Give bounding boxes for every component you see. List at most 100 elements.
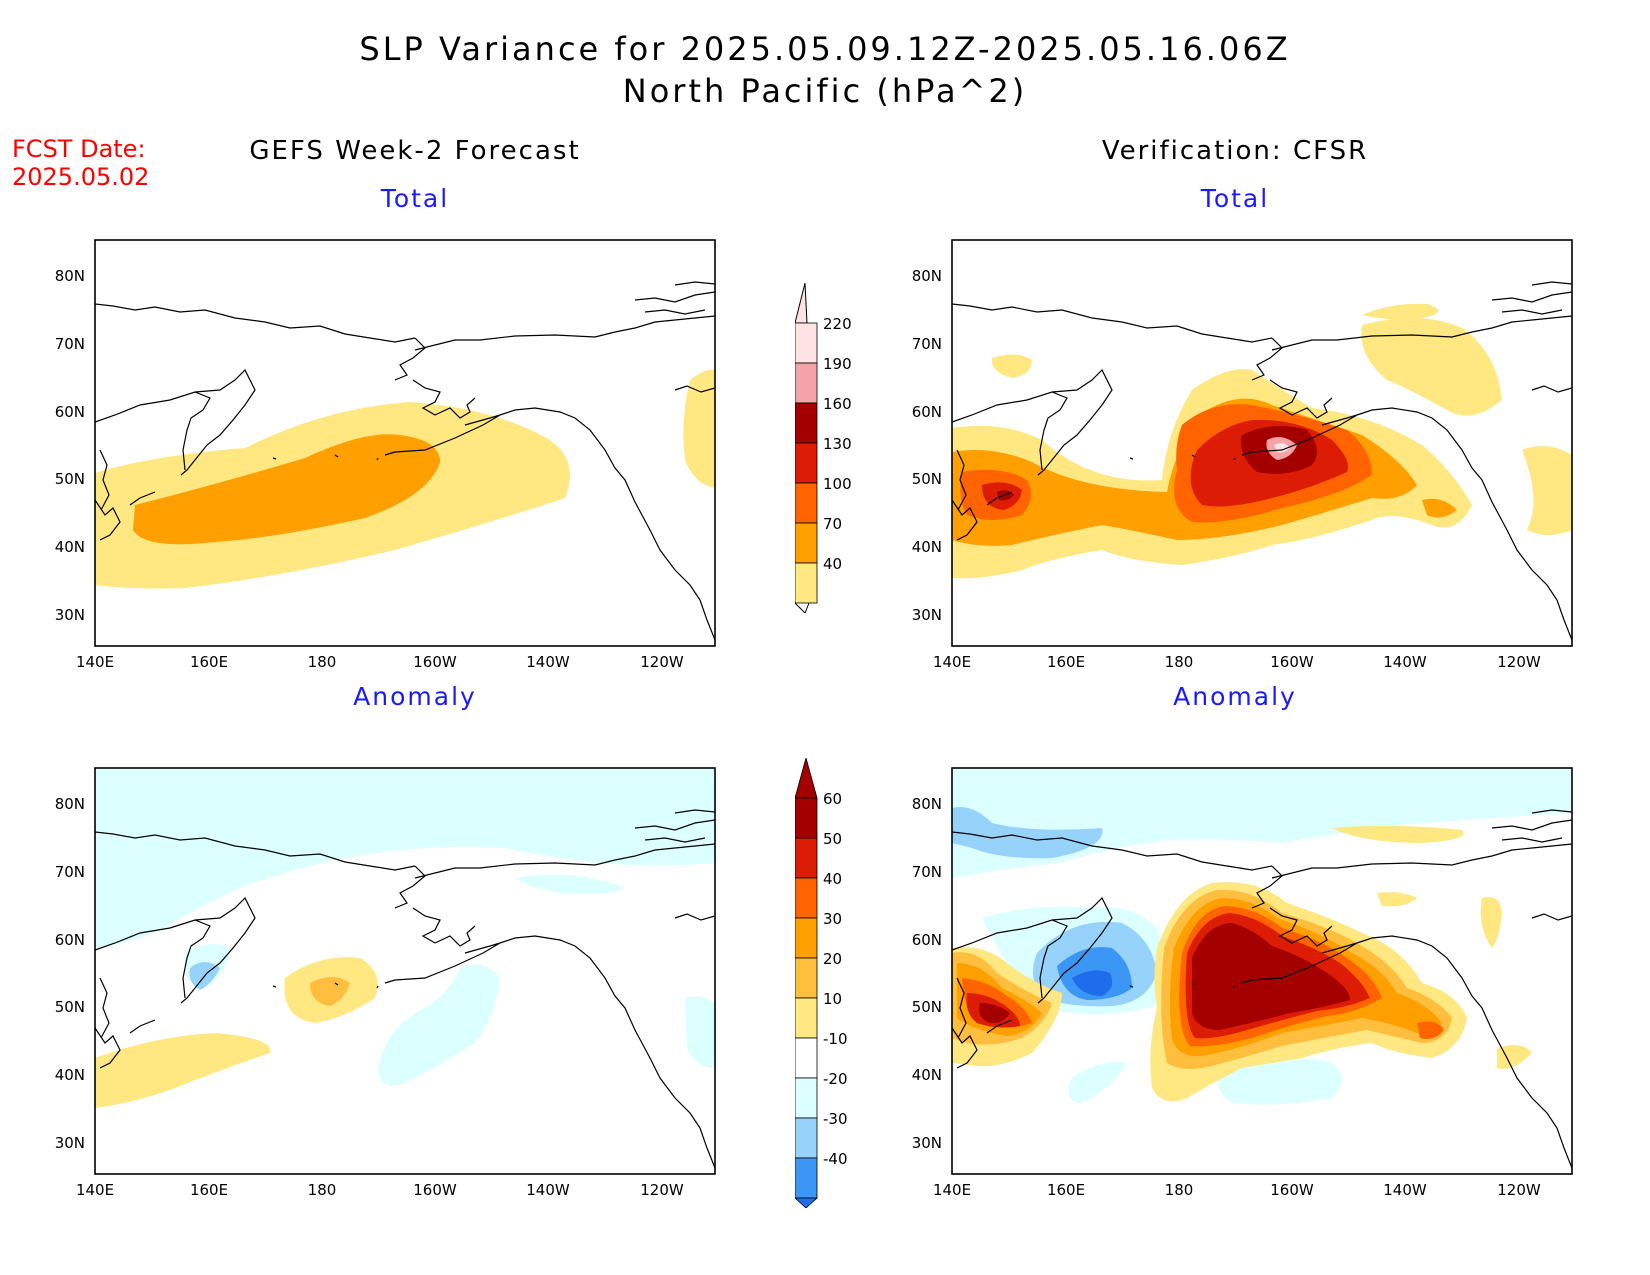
colorbar-swatch — [795, 997, 818, 1039]
forecast-total-map: 80N 70N 60N 50N 40N 30N 140E 160E 180 16… — [55, 239, 716, 670]
forecast-anomaly-map: 80N 70N 60N 50N 40N 30N 140E 160E 180 16… — [55, 767, 716, 1198]
lat-tick: 50N — [912, 470, 942, 488]
colorbar-label: -10 — [823, 1030, 848, 1048]
colorbar-swatch — [795, 917, 818, 959]
lat-tick: 40N — [912, 538, 942, 556]
lat-tick: 30N — [912, 606, 942, 624]
lat-tick: 30N — [912, 1134, 942, 1152]
colorbar-label: 190 — [823, 355, 852, 373]
colorbar-label: -30 — [823, 1110, 848, 1128]
colorbar-swatch — [795, 1077, 818, 1119]
lat-tick: 80N — [55, 795, 85, 813]
lat-tick: 30N — [55, 1134, 85, 1152]
right-column-heading: Verification: CFSR — [1101, 136, 1369, 166]
anomaly-colorbar: 60 50 40 30 20 10 -10 -20 -30 -40 — [795, 758, 848, 1208]
lat-tick: 40N — [912, 1066, 942, 1084]
colorbar-swatch — [795, 522, 818, 564]
total-colorbar: 220 190 160 130 100 70 40 — [795, 283, 852, 613]
lon-tick: 160W — [413, 1181, 457, 1198]
lon-axis: 140E 160E 180 160W 140W 120W — [76, 653, 684, 670]
lat-tick: 60N — [55, 403, 85, 421]
lat-axis: 80N 70N 60N 50N 40N 30N — [55, 795, 85, 1152]
colorbar-bottom-arrow — [795, 1197, 819, 1208]
lat-tick: 40N — [55, 1066, 85, 1084]
fcst-date-value: 2025.05.02 — [12, 163, 150, 191]
lon-axis: 140E 160E 180 160W 140W 120W — [933, 1181, 1541, 1198]
colorbar-label: 220 — [823, 315, 852, 333]
lat-tick: 70N — [55, 335, 85, 353]
lon-tick: 160W — [1270, 1181, 1314, 1198]
colorbar-label: 100 — [823, 475, 852, 493]
colorbar-label: -20 — [823, 1070, 848, 1088]
lat-axis: 80N 70N 60N 50N 40N 30N — [912, 795, 942, 1152]
verification-total-title: Total — [1200, 184, 1270, 213]
lon-tick: 120W — [1497, 1181, 1541, 1198]
colorbar-swatch — [795, 797, 818, 839]
colorbar-swatch — [795, 1157, 818, 1199]
lon-tick: 140E — [933, 653, 971, 670]
lon-tick: 160E — [190, 1181, 228, 1198]
verification-anomaly-map: 80N 70N 60N 50N 40N 30N 140E 160E 180 16… — [912, 767, 1573, 1198]
verification-total-map: 80N 70N 60N 50N 40N 30N 140E 160E 180 16… — [912, 239, 1573, 670]
left-column-heading: GEFS Week-2 Forecast — [249, 136, 581, 166]
lat-tick: 70N — [55, 863, 85, 881]
lon-tick: 180 — [308, 653, 337, 670]
lon-tick: 140W — [1383, 1181, 1427, 1198]
colorbar-label: -40 — [823, 1150, 848, 1168]
lon-tick: 140E — [76, 653, 114, 670]
lon-tick: 160W — [1270, 653, 1314, 670]
colorbar-label: 50 — [823, 830, 842, 848]
colorbar-swatch — [795, 877, 818, 919]
colorbar-label: 40 — [823, 555, 842, 573]
lon-tick: 140W — [526, 653, 570, 670]
lon-tick: 120W — [1497, 653, 1541, 670]
colorbar-label: 160 — [823, 395, 852, 413]
lat-tick: 70N — [912, 863, 942, 881]
colorbar-label: 40 — [823, 870, 842, 888]
lat-axis: 80N 70N 60N 50N 40N 30N — [55, 267, 85, 624]
lat-tick: 70N — [912, 335, 942, 353]
colorbar-label: 60 — [823, 790, 842, 808]
lon-tick: 140W — [526, 1181, 570, 1198]
lon-tick: 160E — [190, 653, 228, 670]
colorbar-swatch — [795, 837, 818, 879]
colorbar-label: 30 — [823, 910, 842, 928]
main-title: SLP Variance for 2025.05.09.12Z-2025.05.… — [359, 30, 1291, 68]
lon-tick: 140E — [933, 1181, 971, 1198]
colorbar-swatch — [795, 562, 818, 604]
lon-axis: 140E 160E 180 160W 140W 120W — [76, 1181, 684, 1198]
colorbar-swatch — [795, 1117, 818, 1159]
colorbar-swatch — [795, 1037, 818, 1079]
lat-tick: 50N — [55, 470, 85, 488]
map-frame — [94, 767, 716, 1175]
lat-tick: 80N — [912, 267, 942, 285]
colorbar-swatch — [795, 442, 818, 484]
lat-axis: 80N 70N 60N 50N 40N 30N — [912, 267, 942, 624]
lat-tick: 50N — [912, 998, 942, 1016]
lon-tick: 160W — [413, 653, 457, 670]
colorbar-label: 10 — [823, 990, 842, 1008]
map-frame — [94, 239, 716, 647]
colorbar-swatch — [795, 322, 818, 364]
colorbar-swatch — [795, 482, 818, 524]
forecast-anomaly-title: Anomaly — [353, 682, 477, 711]
lat-tick: 50N — [55, 998, 85, 1016]
colorbar-swatch — [795, 402, 818, 444]
lon-tick: 180 — [308, 1181, 337, 1198]
lat-tick: 60N — [55, 931, 85, 949]
colorbar-label: 130 — [823, 435, 852, 453]
colorbar-swatch — [795, 957, 818, 999]
lon-tick: 180 — [1165, 1181, 1194, 1198]
colorbar-swatch — [795, 362, 818, 404]
lon-tick: 140E — [76, 1181, 114, 1198]
lat-tick: 80N — [55, 267, 85, 285]
lon-tick: 160E — [1047, 653, 1085, 670]
colorbar-label: 20 — [823, 950, 842, 968]
lon-tick: 140W — [1383, 653, 1427, 670]
lat-tick: 60N — [912, 403, 942, 421]
main-subtitle: North Pacific (hPa^2) — [622, 72, 1028, 110]
lat-tick: 30N — [55, 606, 85, 624]
lon-tick: 180 — [1165, 653, 1194, 670]
lon-tick: 160E — [1047, 1181, 1085, 1198]
fcst-date-label: FCST Date: — [12, 135, 146, 163]
